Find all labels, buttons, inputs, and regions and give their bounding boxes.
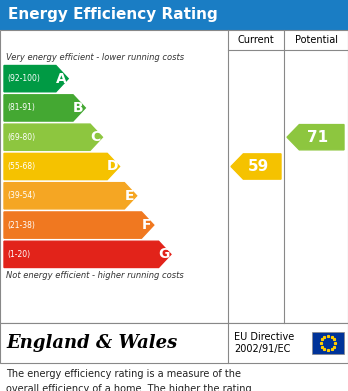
Text: Not energy efficient - higher running costs: Not energy efficient - higher running co…: [6, 271, 184, 280]
Text: (69-80): (69-80): [7, 133, 35, 142]
Text: EU Directive: EU Directive: [234, 332, 294, 342]
Text: (39-54): (39-54): [7, 191, 35, 200]
Text: (55-68): (55-68): [7, 162, 35, 171]
Text: Potential: Potential: [294, 35, 338, 45]
Text: D: D: [106, 160, 118, 174]
Text: Very energy efficient - lower running costs: Very energy efficient - lower running co…: [6, 52, 184, 61]
Polygon shape: [4, 66, 68, 92]
Polygon shape: [287, 125, 344, 150]
Text: G: G: [158, 248, 169, 261]
Polygon shape: [231, 154, 281, 179]
Bar: [0, 323, 348, 363]
Text: England & Wales: England & Wales: [6, 334, 177, 352]
Bar: [312, 332, 344, 354]
Text: (21-38): (21-38): [7, 221, 35, 230]
Text: Current: Current: [238, 35, 274, 45]
Text: E: E: [125, 189, 134, 203]
Text: (1-20): (1-20): [7, 250, 30, 259]
Bar: [0, 30, 348, 323]
Polygon shape: [4, 241, 171, 267]
Polygon shape: [4, 95, 85, 121]
Text: The energy efficiency rating is a measure of the
overall efficiency of a home. T: The energy efficiency rating is a measur…: [6, 369, 252, 391]
Text: F: F: [142, 218, 151, 232]
Polygon shape: [4, 212, 154, 238]
Bar: [0, 0, 348, 30]
Polygon shape: [4, 183, 137, 209]
Text: A: A: [55, 72, 66, 86]
Text: C: C: [90, 130, 100, 144]
Text: 2002/91/EC: 2002/91/EC: [234, 344, 290, 354]
Polygon shape: [4, 153, 120, 179]
Text: 59: 59: [248, 159, 269, 174]
Text: (81-91): (81-91): [7, 104, 35, 113]
Text: 71: 71: [307, 130, 329, 145]
Text: (92-100): (92-100): [7, 74, 40, 83]
Text: B: B: [73, 101, 83, 115]
Text: Energy Efficiency Rating: Energy Efficiency Rating: [8, 7, 218, 23]
Polygon shape: [4, 124, 102, 151]
